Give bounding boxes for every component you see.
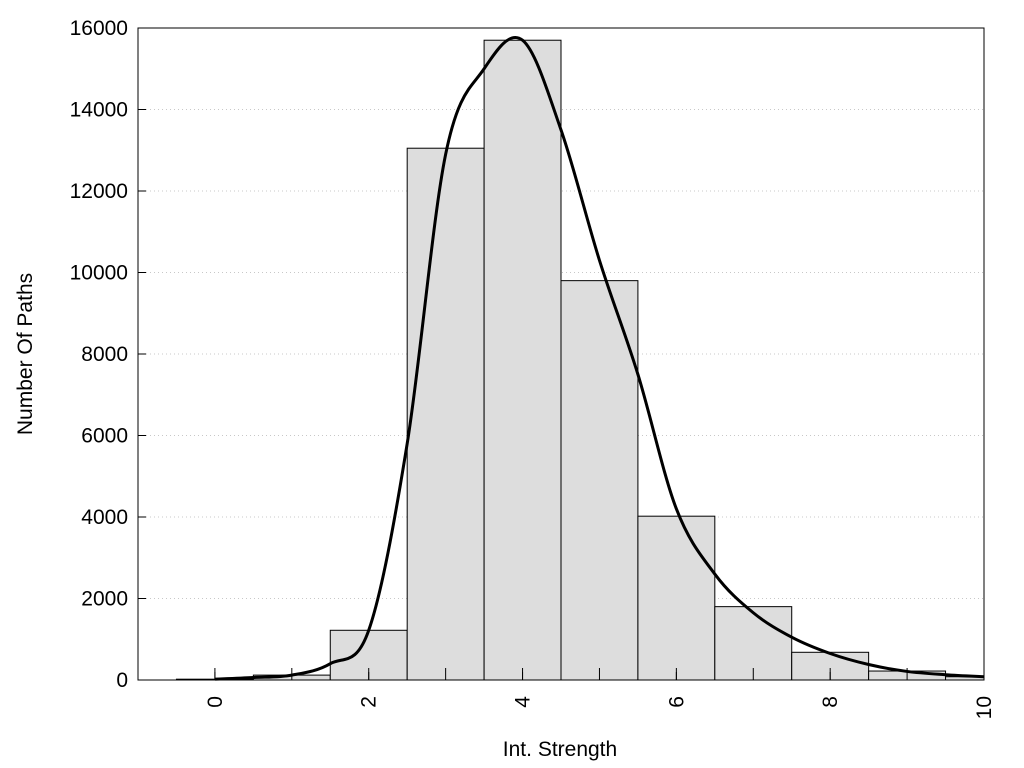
histogram-bar [483, 39, 562, 681]
y-tick-label: 10000 [70, 262, 128, 285]
histogram-bar [406, 147, 485, 681]
x-axis-ticks: 0 2 4 6 8 10 [204, 672, 996, 719]
x-tick-label: 2 [358, 696, 381, 708]
histogram-bars [175, 39, 985, 681]
histogram-bar [714, 606, 793, 681]
y-axis-ticks: 0 2000 4000 6000 8000 10000 12000 14000 16000 [70, 17, 146, 692]
histogram-bar [637, 515, 716, 681]
x-axis-title: Int. Strength [503, 738, 617, 761]
y-tick-label: 12000 [70, 180, 128, 203]
x-tick-label: 0 [204, 696, 227, 708]
x-tick-label: 6 [665, 696, 688, 708]
y-tick-label: 0 [116, 669, 128, 692]
y-axis-title: Number Of Paths [14, 273, 37, 435]
y-tick-label: 16000 [70, 17, 128, 40]
y-tick-label: 8000 [81, 343, 128, 366]
y-tick-label: 2000 [81, 588, 128, 611]
histogram-bar [560, 280, 639, 681]
y-tick-label: 4000 [81, 506, 128, 529]
y-tick-label: 14000 [70, 99, 128, 122]
x-tick-label: 4 [512, 696, 535, 708]
fit-curve [214, 36, 985, 681]
grid-lines [138, 109, 984, 599]
x-tick-label: 10 [973, 696, 996, 719]
x-tick-label: 8 [819, 696, 842, 708]
y-tick-label: 6000 [81, 425, 128, 448]
